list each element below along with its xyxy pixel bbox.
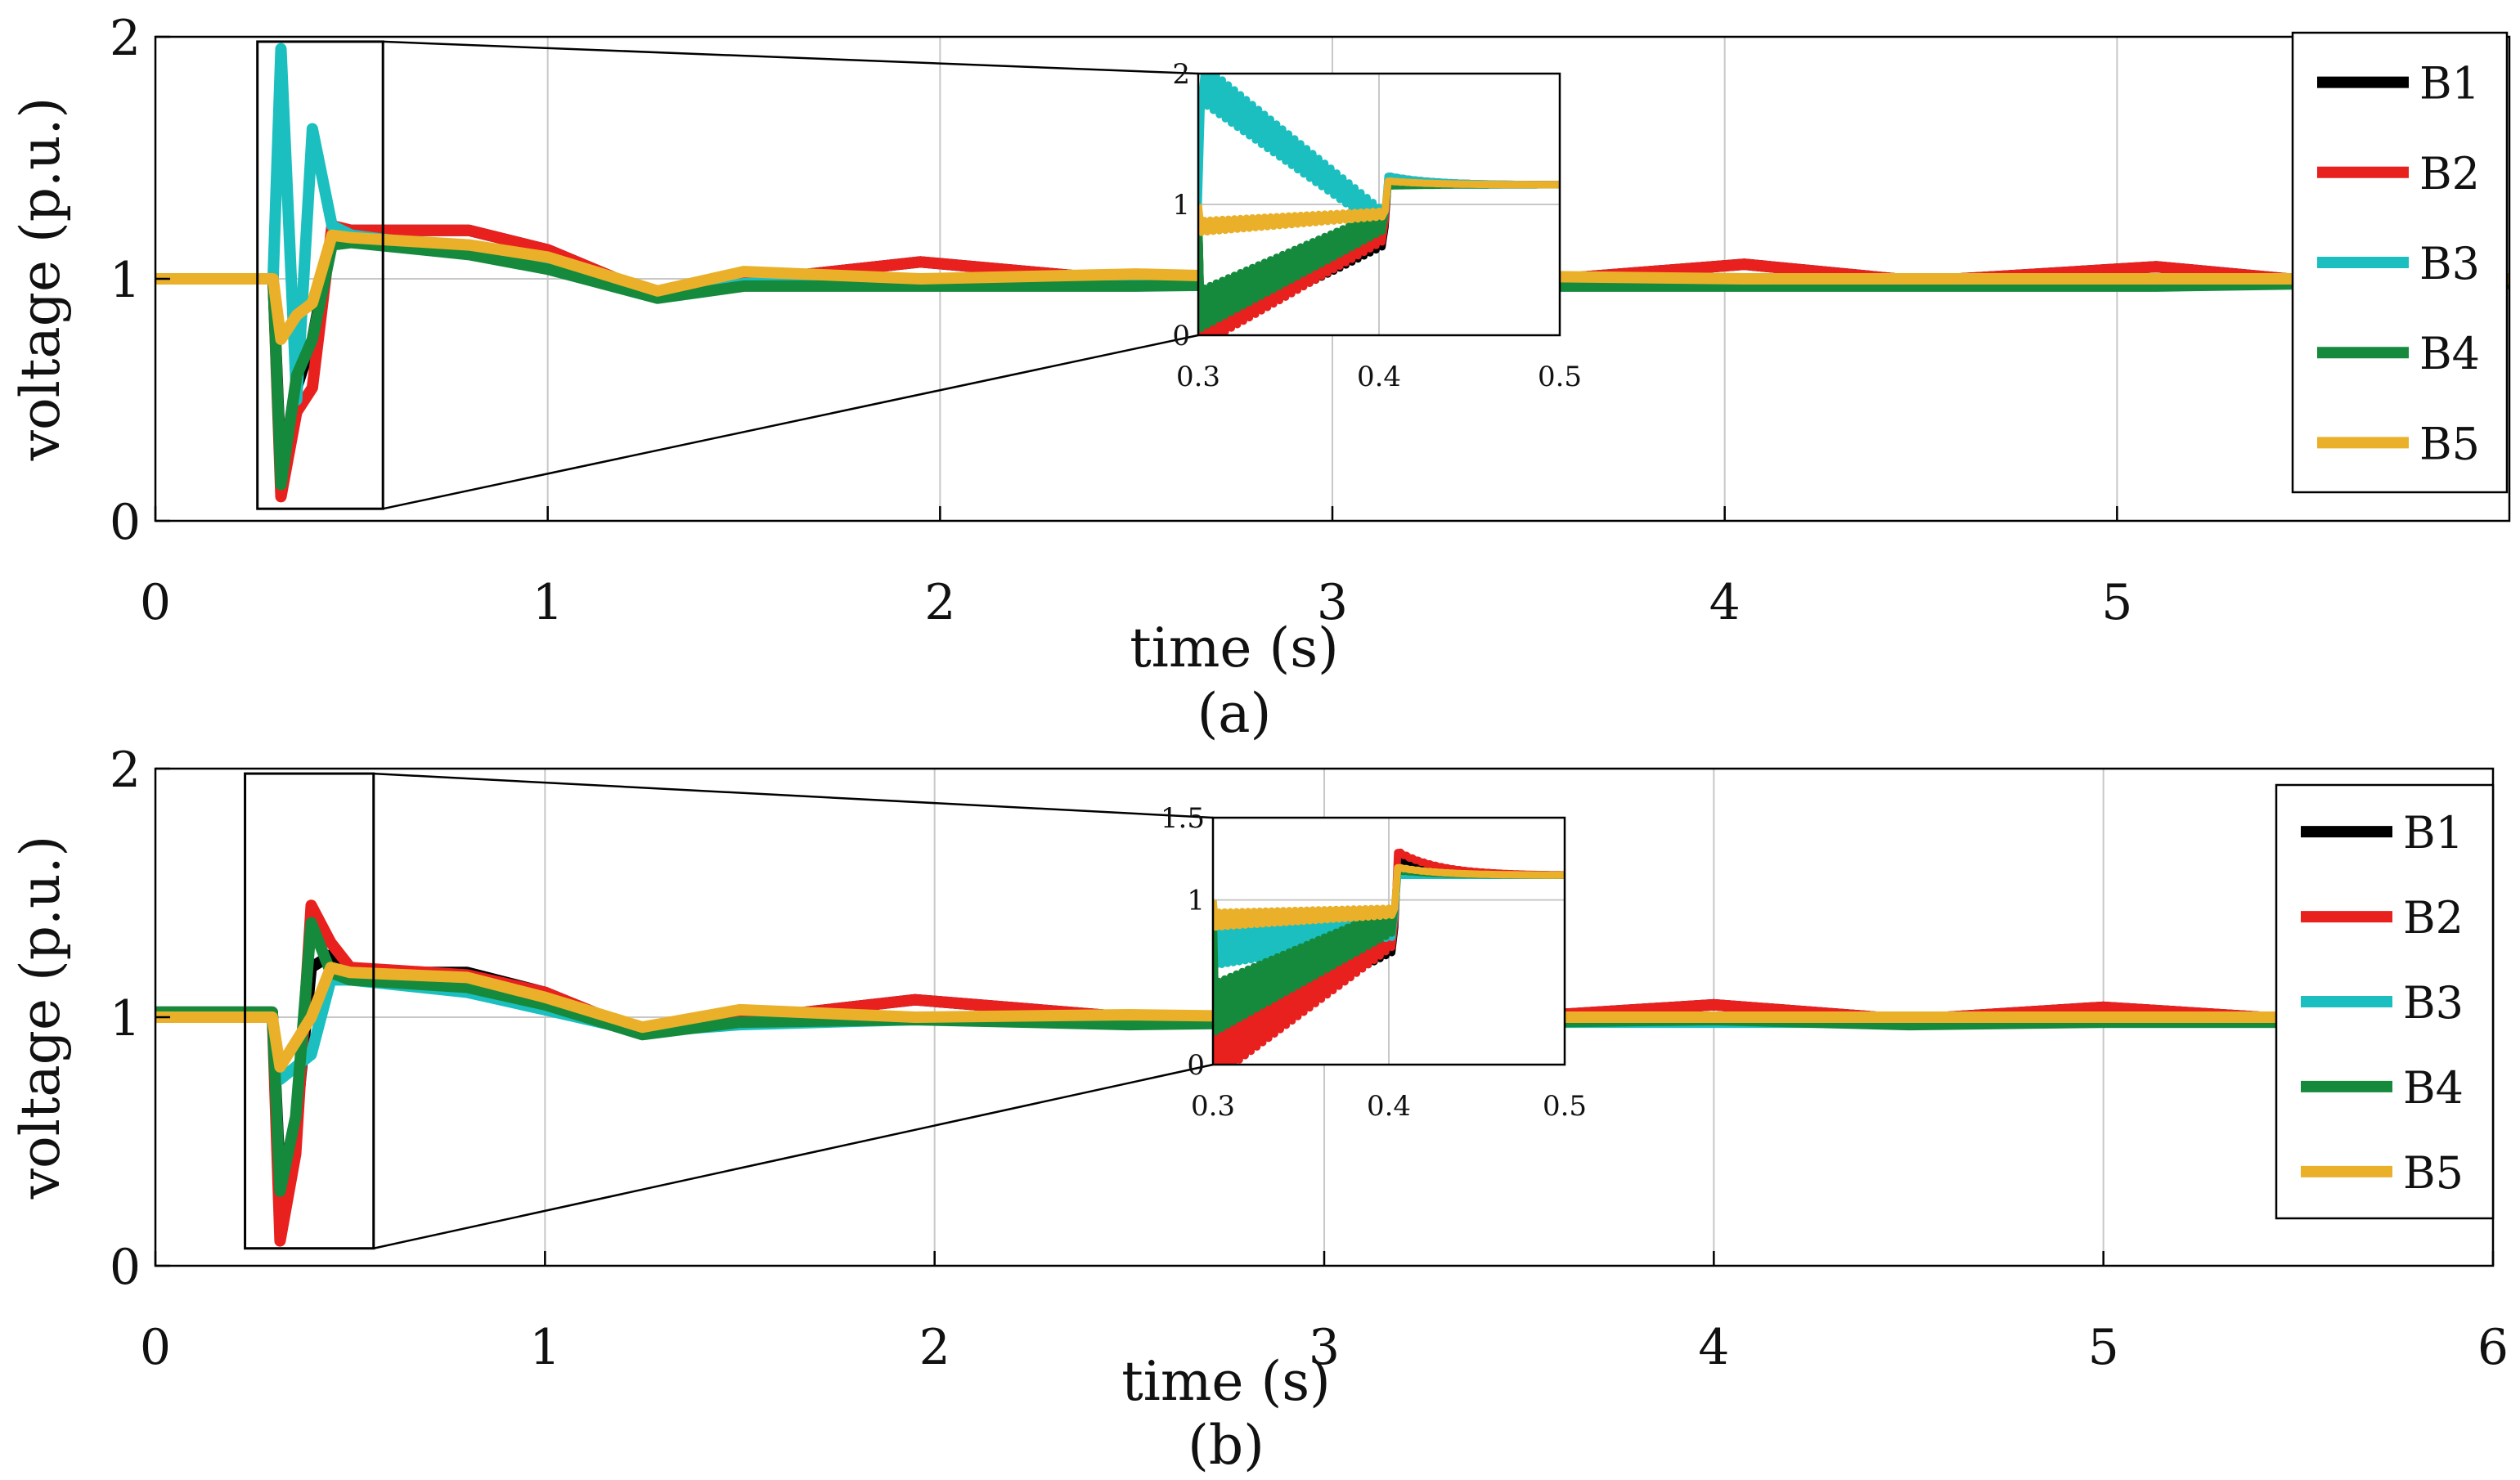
inset-y-tick-label: 2: [1172, 58, 1190, 91]
series-line-b4: [155, 236, 2509, 491]
inset-y-tick-label: 0: [1172, 320, 1190, 352]
y-tick-label: 2: [110, 742, 141, 799]
x-tick-label: 1: [529, 1319, 560, 1376]
inset-y-tick-label: 1: [1172, 189, 1190, 222]
legend-label-b3: B3: [2403, 977, 2464, 1029]
x-axis-label: time (s): [1121, 1350, 1331, 1413]
zoom-connector-bottom: [382, 334, 1199, 510]
inset-series-group: [1198, 74, 1560, 335]
x-tick-label: 5: [2101, 574, 2132, 631]
x-tick-label: 5: [2088, 1319, 2119, 1376]
legend-label-b4: B4: [2403, 1062, 2464, 1114]
x-tick-label: 0: [140, 574, 171, 631]
y-tick-label: 1: [110, 990, 141, 1047]
legend-label-b2: B2: [2403, 892, 2464, 944]
inset-frame: [1197, 72, 1561, 337]
inset-y-tick-label: 1: [1187, 885, 1205, 917]
legend-label-b2: B2: [2419, 148, 2480, 200]
legend: B1 B2 B3 B4 B5: [2275, 783, 2495, 1220]
zoom-region-box: [244, 772, 375, 1250]
x-tick-label: 3: [1309, 1319, 1340, 1376]
legend-label-b5: B5: [2403, 1147, 2464, 1199]
x-tick-label: 4: [1698, 1319, 1729, 1376]
inset-y-tick-label: 0: [1187, 1049, 1205, 1082]
x-tick-label: 4: [1709, 574, 1741, 631]
inset-series-line-b5: [1198, 177, 1560, 236]
panel-a: 0 1 2 3 4 5 0 1 2 time (s) voltage (p.u.) (a) 0.3 0.4…: [9, 10, 2511, 745]
series-group: [155, 43, 2509, 503]
inset-x-tick-label: 0.5: [1538, 361, 1582, 393]
series-line-b5: [155, 962, 2493, 1073]
x-tick-label: 0: [140, 1319, 171, 1376]
legend-label-b1: B1: [2403, 807, 2464, 859]
x-tick-label: 2: [919, 1319, 950, 1376]
inset-x-tick-label: 0.3: [1176, 361, 1220, 393]
series-line-b4: [155, 917, 2493, 1197]
y-tick-label: 1: [110, 252, 141, 309]
y-tick-label: 0: [110, 494, 141, 551]
zoom-region-box: [256, 40, 384, 510]
zoom-connector-top: [373, 772, 1214, 819]
panel-caption: (a): [1197, 682, 1272, 745]
x-tick-label: 6: [2477, 1319, 2509, 1376]
legend-label-b4: B4: [2419, 328, 2480, 379]
panel-caption: (b): [1188, 1414, 1264, 1477]
y-tick-label: 2: [110, 10, 141, 67]
zoom-connector-top: [383, 40, 1199, 75]
x-axis-label: time (s): [1130, 617, 1339, 679]
inset-series-group: [1213, 848, 1565, 1065]
inset-y-tick-label: 1.5: [1161, 802, 1205, 835]
inset-frame: [1211, 816, 1566, 1066]
y-axis-label: voltage (p.u.): [9, 97, 72, 462]
x-tick-label: 3: [1317, 574, 1348, 631]
legend-label-b5: B5: [2419, 418, 2480, 469]
inset-x-tick-label: 0.5: [1543, 1090, 1587, 1123]
inset-x-tick-label: 0.4: [1357, 361, 1401, 393]
inset-series-line-b5: [1213, 863, 1565, 931]
legend: B1 B2 B3 B4 B5: [2291, 31, 2509, 494]
series-group: [155, 899, 2493, 1247]
legend-label-b3: B3: [2419, 238, 2480, 289]
x-tick-label: 1: [532, 574, 564, 631]
x-tick-label: 2: [924, 574, 955, 631]
zoom-connector-bottom: [373, 1063, 1214, 1249]
y-tick-label: 0: [110, 1239, 141, 1296]
inset-axes: 0.3 0.4 0.5 0 1 2: [1172, 58, 1582, 393]
inset-x-tick-label: 0.3: [1191, 1090, 1235, 1123]
inset-x-tick-label: 0.4: [1367, 1090, 1411, 1123]
series-line-b5: [155, 229, 2509, 345]
legend-label-b1: B1: [2419, 58, 2480, 110]
inset-axes: 0.3 0.4 0.5 0 1 1.5: [1161, 802, 1587, 1123]
y-axis-label: voltage (p.u.): [9, 836, 72, 1200]
